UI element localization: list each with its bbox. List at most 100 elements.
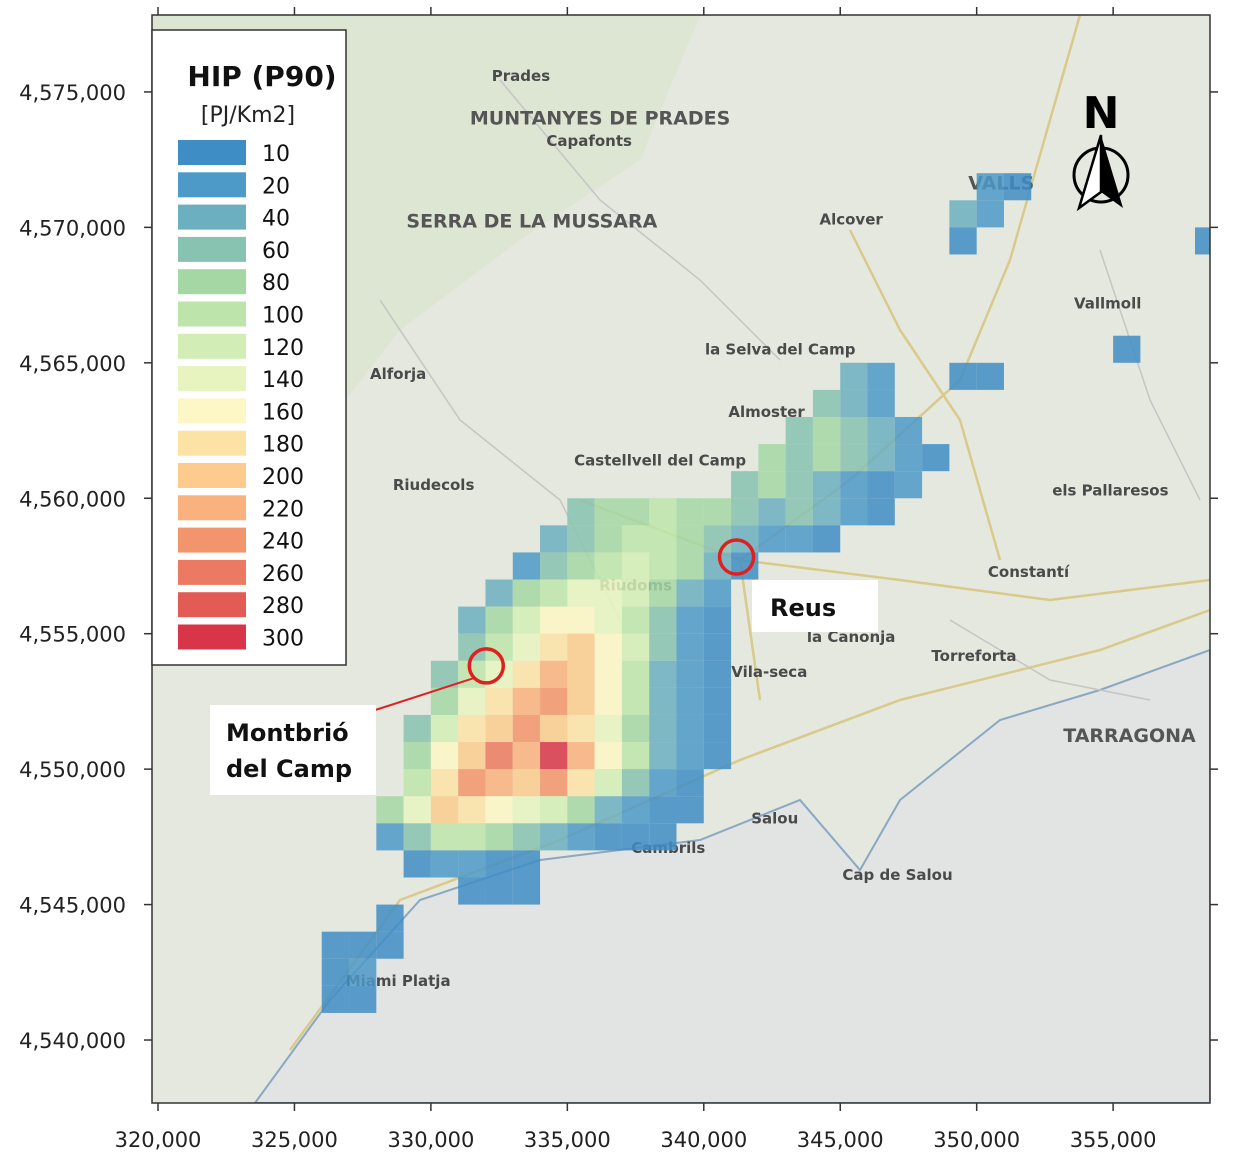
heat-cell <box>812 525 841 553</box>
legend-swatch <box>178 624 246 650</box>
heat-cell <box>321 958 350 986</box>
legend-label: 260 <box>262 562 304 587</box>
heat-cell <box>594 552 622 580</box>
heat-cell <box>785 416 813 445</box>
heat-cell <box>785 471 813 499</box>
heat-cell <box>976 362 1004 390</box>
heat-cell <box>621 579 650 607</box>
place-label: SERRA DE LA MUSSARA <box>406 210 657 232</box>
place-label: Salou <box>751 809 798 827</box>
x-tick-label: 355,000 <box>1070 1128 1157 1152</box>
place-label: la Canonja <box>807 628 896 646</box>
heat-cell <box>649 498 677 526</box>
heat-cell <box>594 687 622 715</box>
heat-cell <box>785 498 813 526</box>
legend-items: 10 20 40 60 80 100 120 140 160 180 200 220 240 260 280… <box>178 140 304 652</box>
heat-cell <box>376 931 404 959</box>
legend-label: 80 <box>262 271 290 296</box>
heat-cell <box>485 823 513 851</box>
heat-cell <box>676 714 704 743</box>
heat-cell <box>649 660 677 688</box>
heat-cell <box>512 823 541 851</box>
legend-swatch <box>178 204 246 230</box>
heat-cell <box>594 633 622 661</box>
heat-cell <box>867 362 895 390</box>
place-label: Capafonts <box>546 132 632 150</box>
heat-cell <box>621 498 650 526</box>
annotation-circle <box>467 647 506 685</box>
y-tick-label: 4,550,000 <box>19 758 126 782</box>
legend-label: 200 <box>262 465 304 490</box>
x-tick-label: 345,000 <box>797 1128 884 1152</box>
heat-cell <box>621 633 650 661</box>
heat-cell <box>649 525 677 553</box>
heat-cell <box>512 796 541 824</box>
legend-swatch <box>178 236 246 262</box>
legend-swatch <box>178 398 246 424</box>
heat-cell <box>1194 227 1210 255</box>
place-label: Almoster <box>728 403 805 421</box>
heat-cell <box>867 498 895 526</box>
heat-cell <box>567 742 595 770</box>
heat-cell <box>703 633 732 661</box>
heat-cell <box>512 877 541 905</box>
heat-cell <box>649 742 677 770</box>
heat-cell <box>512 606 541 634</box>
legend-title: HIP (P90) <box>187 60 336 93</box>
sea <box>253 648 1210 1103</box>
heat-cell <box>621 769 650 797</box>
heat-cell <box>485 769 513 797</box>
heat-cell <box>430 687 459 715</box>
legend-swatch <box>178 559 246 585</box>
heat-cell <box>512 769 541 797</box>
heat-cell <box>731 471 759 499</box>
heat-cell <box>403 796 431 824</box>
north-label: N <box>1083 88 1120 139</box>
heat-cell <box>403 769 431 797</box>
heat-cell <box>649 769 677 797</box>
heat-cell <box>758 444 786 472</box>
heat-cell <box>840 416 868 445</box>
heat-cell <box>512 714 541 743</box>
heat-cell <box>594 823 622 851</box>
heat-cell <box>567 769 595 797</box>
legend-label: 40 <box>262 207 290 232</box>
heat-cell <box>349 958 377 986</box>
legend-label: 300 <box>262 627 304 652</box>
heat-cell <box>376 904 404 932</box>
heat-cell <box>430 850 459 878</box>
x-tick-label: 335,000 <box>524 1128 611 1152</box>
heat-cell <box>594 606 622 634</box>
heat-cell <box>540 769 568 797</box>
legend-swatch <box>178 463 246 488</box>
heat-cell <box>485 850 513 878</box>
heat-cell <box>676 687 704 715</box>
heat-cell <box>976 173 1004 201</box>
legend-swatch <box>178 592 246 618</box>
heat-cell <box>703 714 732 743</box>
heat-cell <box>621 796 650 824</box>
heat-cell <box>512 742 541 770</box>
place-label: MUNTANYES DE PRADES <box>470 107 730 129</box>
heat-cell <box>949 227 977 255</box>
y-tick-label: 4,555,000 <box>19 623 126 647</box>
heat-cell <box>676 579 704 607</box>
heat-cell <box>485 606 513 634</box>
heat-cell <box>430 742 459 770</box>
place-label: Vila-seca <box>731 663 807 681</box>
place-label: la Selva del Camp <box>705 341 856 359</box>
legend-unit: [PJ/Km2] <box>201 103 295 128</box>
heat-cell <box>594 796 622 824</box>
heat-cell <box>812 444 841 472</box>
y-tick-label: 4,540,000 <box>19 1029 126 1053</box>
heat-cell <box>867 471 895 499</box>
legend-label: 160 <box>262 400 304 425</box>
place-label: Riudecols <box>393 476 475 494</box>
heat-cell <box>594 660 622 688</box>
legend-label: 220 <box>262 497 304 522</box>
heat-cell <box>540 687 568 715</box>
heat-cell <box>540 525 568 553</box>
heat-cell <box>649 796 677 824</box>
heat-cell <box>540 552 568 580</box>
heat-cell <box>812 389 841 417</box>
